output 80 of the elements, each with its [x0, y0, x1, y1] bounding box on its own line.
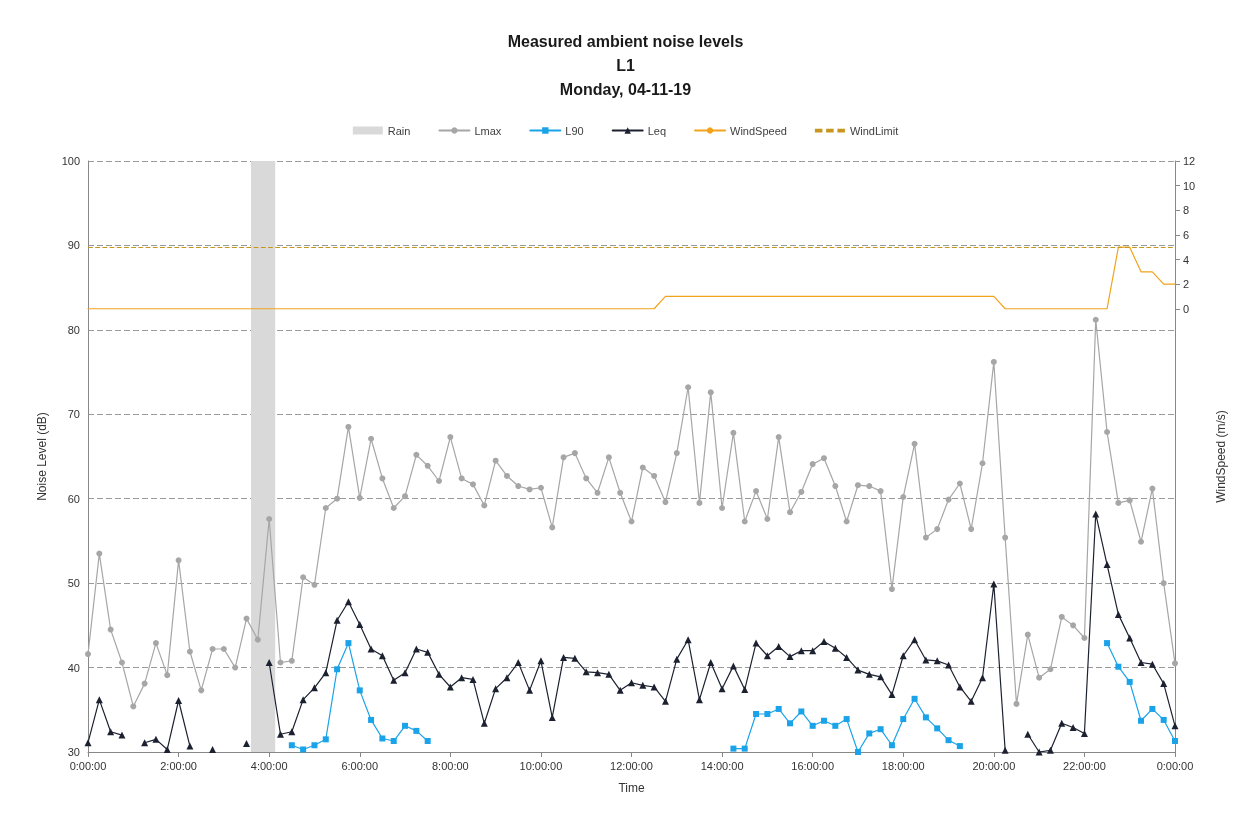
y2-tick-label: 10: [1183, 179, 1196, 192]
point: [900, 716, 907, 723]
y-axis-title: Noise Level (dB): [35, 412, 49, 501]
y-tick-label: 90: [67, 239, 80, 252]
y2-tick-label: 2: [1183, 278, 1190, 291]
point: [288, 742, 295, 749]
point: [390, 738, 397, 745]
point: [764, 711, 771, 718]
point: [888, 742, 895, 749]
x-tick-label: 18:00:00: [881, 759, 925, 772]
x-tick-label: 0:00:00: [69, 759, 107, 772]
y2-tick-label: 8: [1183, 204, 1190, 217]
point: [730, 745, 737, 752]
x-tick-label: 6:00:00: [341, 759, 379, 772]
point: [934, 725, 941, 732]
y-tick-label: 30: [67, 746, 80, 758]
point: [413, 727, 420, 734]
point: [424, 738, 431, 745]
y-tick-label: 80: [67, 323, 80, 336]
point: [956, 743, 963, 750]
point: [1160, 716, 1167, 723]
point: [922, 714, 929, 721]
point: [787, 720, 794, 727]
point: [1172, 738, 1178, 745]
y-tick-label: 50: [67, 577, 80, 590]
legend-label: Rain: [387, 124, 411, 137]
x-tick-label: 16:00:00: [791, 759, 835, 772]
point: [798, 708, 805, 715]
y2-tick-label: 12: [1183, 155, 1196, 167]
point: [877, 726, 884, 733]
y2-tick-label: 6: [1183, 228, 1190, 241]
y-tick-label: 60: [67, 492, 80, 505]
point: [368, 716, 375, 723]
point: [775, 705, 782, 712]
point: [334, 666, 341, 673]
point: [1115, 663, 1122, 670]
x-tick-label: 12:00:00: [610, 759, 653, 772]
point: [1138, 717, 1145, 724]
x-tick-label: 10:00:00: [519, 759, 563, 772]
x-axis-title: Time: [618, 781, 645, 795]
y2-tick-label: 0: [1183, 302, 1190, 315]
y-tick-label: 100: [61, 155, 80, 167]
x-tick-label: 4:00:00: [250, 759, 288, 772]
point: [311, 742, 318, 749]
point: [832, 722, 839, 729]
legend-label: Lmax: [474, 124, 502, 137]
point: [379, 735, 386, 742]
point: [843, 716, 850, 723]
point: [866, 730, 873, 737]
legend-label: L90: [565, 124, 584, 137]
x-tick-label: 2:00:00: [160, 759, 197, 772]
x-tick-label: 20:00:00: [972, 759, 1016, 772]
point: [300, 746, 307, 753]
y2-axis-title: WindSpeed (m/s): [1214, 410, 1228, 503]
point: [820, 717, 827, 724]
point: [1126, 678, 1133, 685]
y2-tick-label: 4: [1183, 253, 1190, 266]
y-tick-label: 70: [67, 408, 80, 421]
chart-title: Measured ambient noise levels L1 Monday, 04-11-19: [507, 32, 744, 98]
x-tick-label: 8:00:00: [431, 759, 469, 772]
point: [854, 749, 861, 755]
point: [356, 687, 363, 694]
point: [1149, 705, 1156, 712]
point: [809, 722, 816, 729]
point: [741, 745, 748, 752]
x-tick-label: 14:00:00: [700, 759, 744, 772]
point: [345, 640, 352, 647]
line-series: [87, 246, 1176, 310]
legend-label: WindSpeed: [730, 124, 787, 137]
legend-label: Leq: [647, 124, 667, 137]
point: [945, 737, 952, 744]
point: [753, 711, 760, 718]
point: [1104, 640, 1111, 647]
point: [322, 736, 329, 743]
y-tick-label: 40: [67, 661, 80, 674]
point: [911, 695, 918, 702]
legend-label: WindLimit: [849, 124, 899, 137]
x-tick-label: 0:00:00: [1156, 759, 1194, 772]
point: [402, 722, 409, 729]
x-tick-label: 22:00:00: [1063, 759, 1106, 772]
